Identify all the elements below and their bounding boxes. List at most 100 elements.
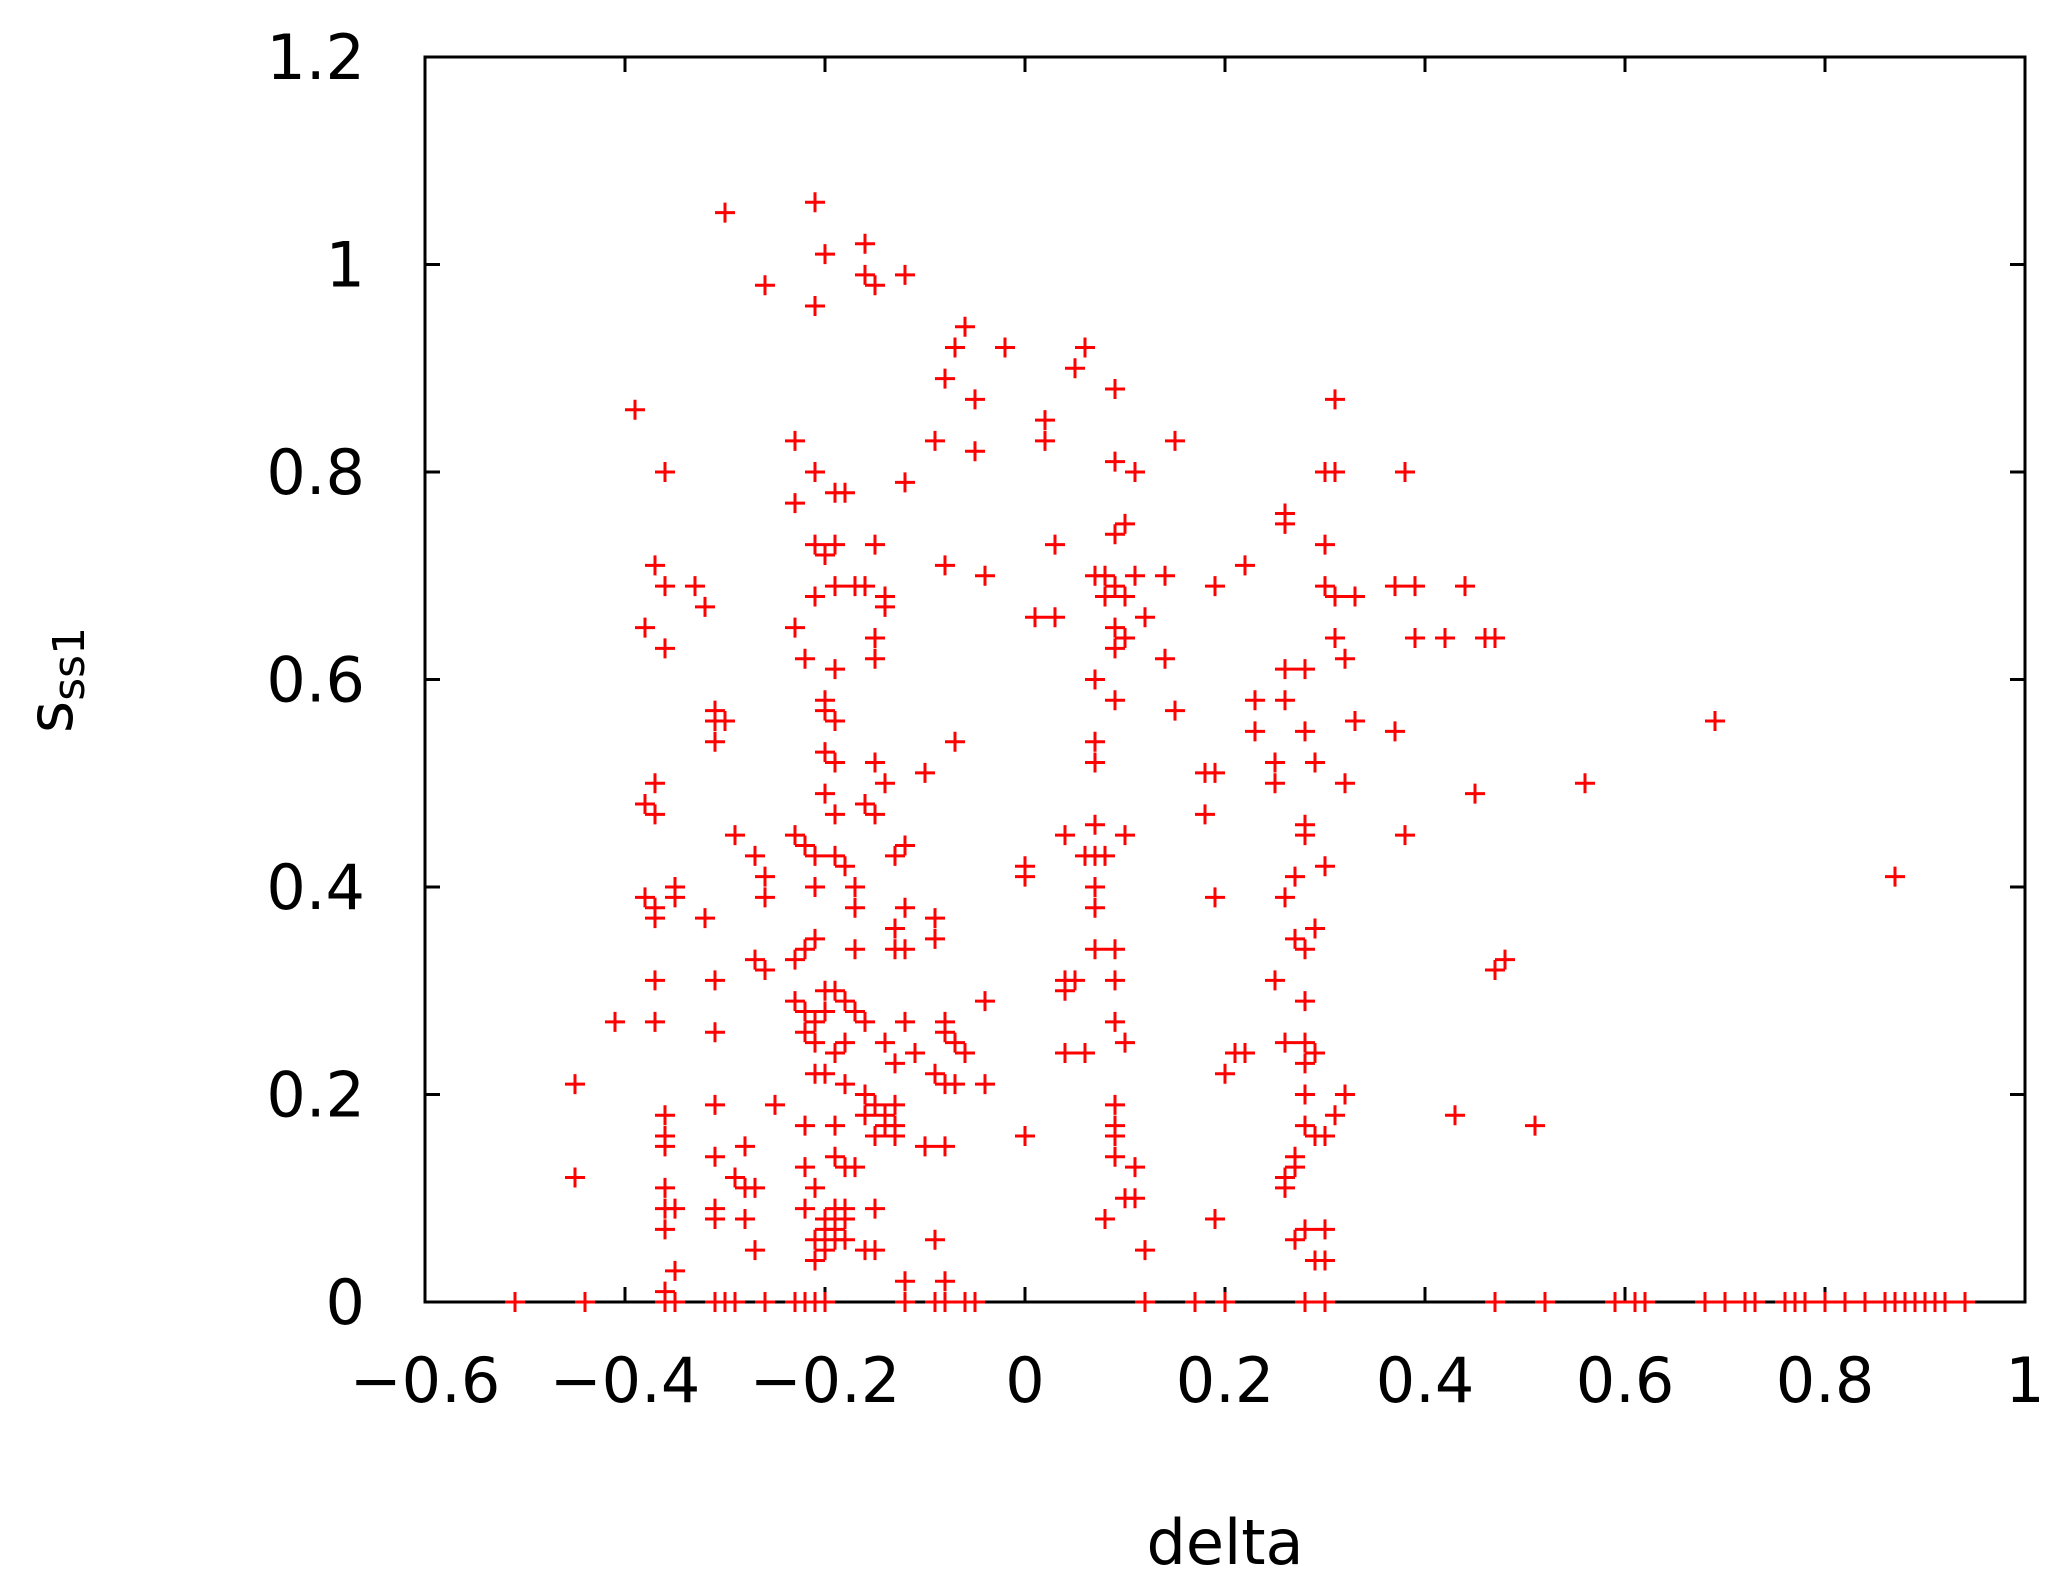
data-point — [1125, 565, 1145, 586]
data-point — [745, 1240, 765, 1261]
data-point — [915, 1136, 935, 1157]
data-point — [865, 804, 885, 825]
data-point — [1695, 1292, 1715, 1312]
data-point — [815, 742, 835, 763]
data-point — [1285, 866, 1305, 887]
data-point — [1095, 586, 1115, 607]
data-point — [655, 638, 675, 659]
data-point — [1035, 410, 1055, 431]
data-point — [935, 1271, 955, 1292]
data-point — [855, 1011, 875, 1032]
data-point — [1085, 939, 1105, 960]
data-point — [1105, 1011, 1125, 1032]
data-point — [725, 825, 745, 846]
data-point — [815, 1292, 835, 1312]
data-point — [885, 1126, 905, 1146]
y-axis-title: sss1 — [14, 627, 95, 733]
data-point — [705, 1146, 725, 1167]
data-point — [835, 991, 855, 1012]
data-point — [705, 1094, 725, 1115]
data-point — [865, 752, 885, 773]
data-point — [1275, 887, 1295, 908]
data-point — [575, 1292, 595, 1312]
data-point — [755, 866, 775, 887]
data-point — [1345, 586, 1365, 607]
data-point — [1105, 1146, 1125, 1167]
data-point — [1075, 337, 1095, 358]
data-point — [1385, 576, 1405, 597]
data-point — [1335, 773, 1355, 794]
data-point — [795, 648, 815, 669]
data-point — [755, 887, 775, 908]
data-point — [755, 1292, 775, 1312]
data-point — [825, 1043, 845, 1063]
data-point — [965, 1292, 985, 1312]
data-point — [805, 462, 825, 482]
data-point — [1155, 648, 1175, 669]
data-point — [1075, 1043, 1095, 1063]
data-point — [1295, 721, 1315, 742]
data-point — [1215, 1063, 1235, 1084]
data-point — [1135, 607, 1155, 628]
data-point — [1285, 1157, 1305, 1178]
data-point — [835, 856, 855, 877]
data-point — [845, 1001, 865, 1022]
data-point — [965, 389, 985, 410]
data-point — [885, 1053, 905, 1074]
data-point — [825, 845, 845, 866]
data-point — [1335, 1084, 1355, 1105]
data-point — [1315, 856, 1335, 877]
data-point — [1235, 555, 1255, 576]
data-point — [865, 1240, 885, 1261]
data-point — [1055, 980, 1075, 1001]
x-tick-label: −0.2 — [750, 1344, 901, 1417]
data-point — [825, 980, 845, 1001]
data-point — [865, 1126, 885, 1146]
data-point — [1465, 783, 1485, 804]
data-point — [625, 399, 645, 420]
data-point — [1105, 617, 1125, 638]
data-point — [1295, 1292, 1315, 1312]
data-point — [705, 731, 725, 752]
data-point — [1125, 1157, 1145, 1178]
data-point — [785, 493, 805, 514]
data-point — [745, 1177, 765, 1198]
data-point — [1485, 960, 1505, 980]
data-point — [1705, 711, 1725, 731]
data-point — [645, 804, 665, 825]
data-point — [665, 1292, 685, 1312]
data-point — [865, 275, 885, 296]
data-point — [725, 1167, 745, 1188]
x-tick-label: 1 — [2005, 1344, 2044, 1417]
data-point — [1065, 970, 1085, 991]
data-point — [895, 1011, 915, 1032]
data-point — [1205, 762, 1225, 783]
data-point — [955, 1043, 975, 1063]
data-point — [935, 555, 955, 576]
data-point — [1085, 752, 1105, 773]
data-point — [1085, 814, 1105, 835]
data-point — [805, 1032, 825, 1053]
data-point — [1105, 970, 1125, 991]
data-point — [1305, 752, 1325, 773]
data-point — [815, 1063, 835, 1084]
data-point — [1165, 430, 1185, 451]
data-point — [1285, 1229, 1305, 1250]
x-tick-label: 0.6 — [1576, 1344, 1675, 1417]
data-point — [1085, 897, 1105, 918]
data-point — [805, 877, 825, 897]
data-point — [1105, 524, 1125, 545]
data-point — [1095, 845, 1115, 866]
data-point — [695, 908, 715, 929]
data-point — [835, 482, 855, 503]
data-point — [1315, 1250, 1335, 1271]
data-point — [865, 1094, 885, 1115]
data-point — [1745, 1292, 1765, 1312]
data-point — [635, 887, 655, 908]
data-point — [655, 1177, 675, 1198]
data-point — [1095, 1209, 1115, 1229]
data-point — [895, 264, 915, 285]
data-point — [1015, 1126, 1035, 1146]
data-point — [1295, 991, 1315, 1012]
y-axis-ticks: 0 0.2 0.4 0.6 0.8 1 1.2 — [266, 21, 2025, 1339]
